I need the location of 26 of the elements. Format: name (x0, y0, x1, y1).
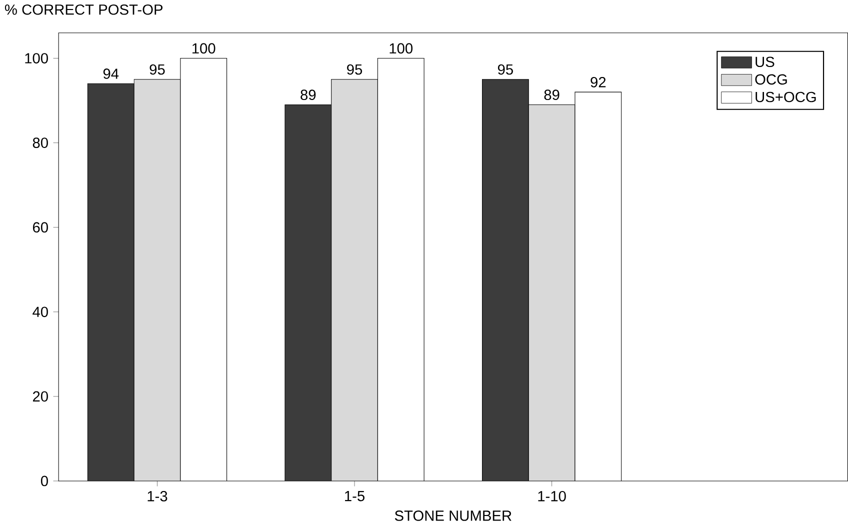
legend-label: US (756, 56, 774, 67)
x-axis-title: STONE NUMBER (394, 510, 512, 521)
legend-label: OCG (755, 74, 787, 84)
y-tick-label: 60 (33, 222, 48, 232)
bar (528, 104, 576, 481)
data-label: 100 (192, 43, 216, 54)
data-label: 95 (347, 64, 362, 75)
bar (134, 78, 181, 481)
data-label: 89 (544, 90, 560, 100)
data-label: 89 (300, 90, 316, 100)
y-tick-label: 20 (32, 391, 48, 402)
bar (331, 78, 378, 481)
x-tick-label: 1-3 (148, 490, 168, 502)
legend-label: US+OCG (756, 92, 816, 102)
x-tick-label: 1-10 (538, 490, 566, 502)
x-tick-label: 1-5 (345, 490, 364, 502)
y-tick-label: 40 (32, 306, 48, 317)
data-label: 100 (390, 43, 413, 54)
data-label: 92 (590, 76, 606, 88)
data-label: 95 (150, 64, 165, 75)
y-tick-label: 0 (40, 476, 48, 486)
y-tick-label: 100 (25, 52, 48, 64)
y-tick-label: 80 (32, 137, 48, 148)
data-label: 95 (498, 64, 513, 75)
y-axis-title: % CORRECT POST-OP (4, 4, 162, 15)
data-label: 94 (103, 68, 119, 79)
